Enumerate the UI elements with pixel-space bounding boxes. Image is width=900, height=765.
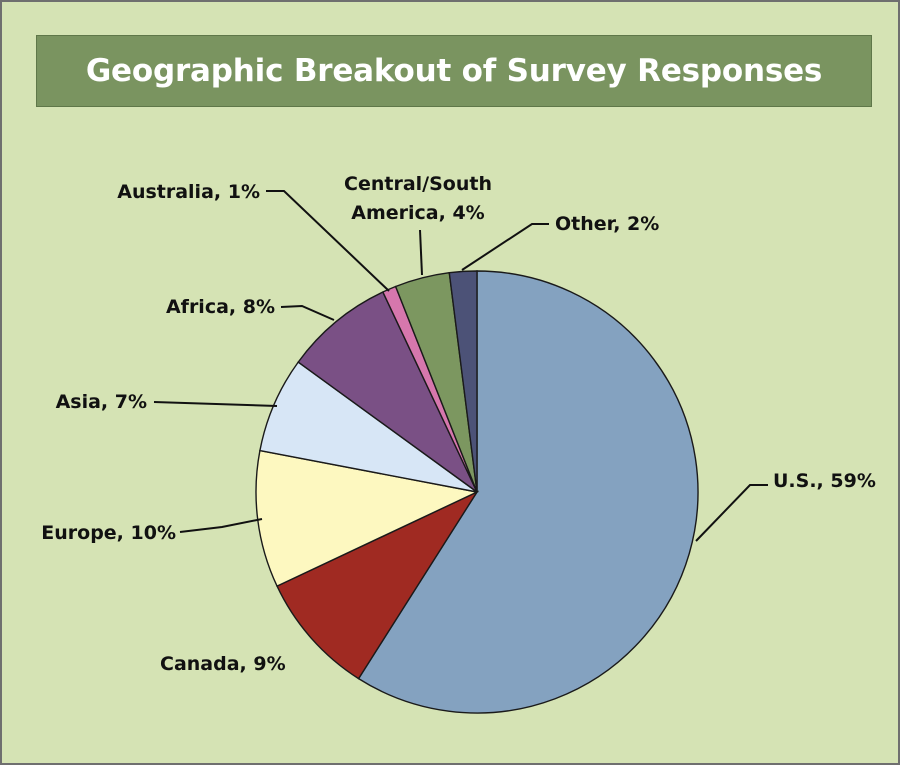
pie-slice-canada bbox=[276, 490, 479, 680]
slice-label-europe: Europe, 10% bbox=[41, 522, 176, 544]
slice-label-central-south-america-line-2: America, 4% bbox=[351, 202, 484, 224]
pie-slice-u-s bbox=[357, 270, 699, 714]
slice-label-other: Other, 2% bbox=[555, 213, 659, 235]
leader-line-central-south-america bbox=[419, 229, 423, 276]
leader-line-asia bbox=[153, 401, 278, 407]
leader-line-europe bbox=[179, 518, 263, 533]
slice-label-canada: Canada, 9% bbox=[160, 653, 286, 675]
pie-slice-other bbox=[448, 270, 478, 493]
slice-label-u-s: U.S., 59% bbox=[773, 470, 876, 492]
leader-line-u-s bbox=[695, 484, 768, 542]
leader-line-other bbox=[461, 223, 549, 271]
title-band: Geographic Breakout of Survey Responses bbox=[36, 35, 872, 107]
slice-label-central-south-america-line-1: Central/South bbox=[344, 173, 492, 195]
pie-slice-africa bbox=[297, 291, 478, 493]
slice-label-africa: Africa, 8% bbox=[166, 296, 275, 318]
slice-label-asia: Asia, 7% bbox=[56, 391, 147, 413]
chart-title: Geographic Breakout of Survey Responses bbox=[85, 53, 823, 89]
leader-line-australia bbox=[266, 190, 390, 292]
slice-label-australia: Australia, 1% bbox=[117, 181, 260, 203]
leader-line-africa bbox=[280, 304, 335, 321]
